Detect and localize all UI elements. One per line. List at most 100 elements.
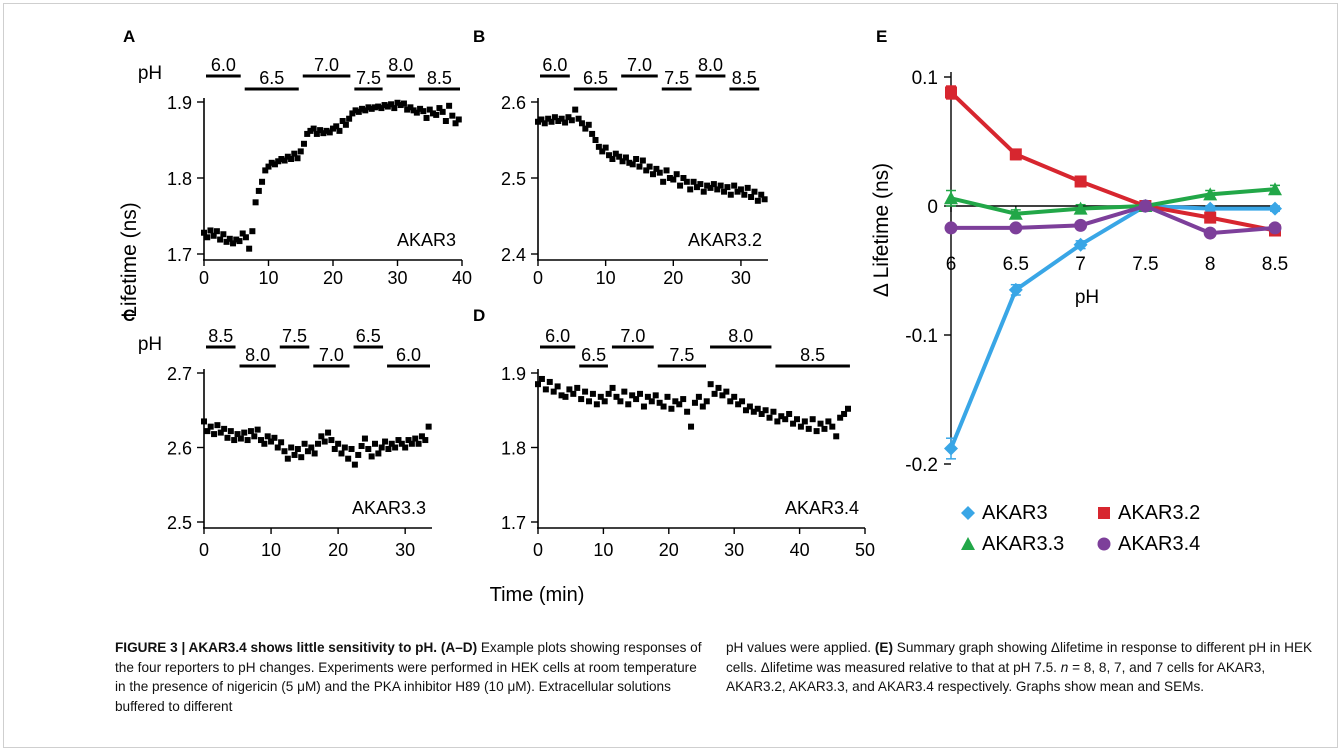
x-tick-label: 7: [1075, 254, 1086, 275]
data-point: [336, 127, 343, 134]
data-point: [352, 107, 359, 114]
data-point: [825, 418, 832, 425]
data-point: [321, 438, 328, 445]
x-axis-title-bottom: Time (min): [490, 584, 585, 606]
data-point: [586, 398, 593, 405]
ph-segment-label: 6.0: [211, 55, 236, 75]
y-axis-title: Δ Lifetime (ns): [870, 163, 893, 297]
data-point: [341, 444, 348, 451]
data-point: [404, 106, 411, 113]
data-point: [535, 118, 541, 125]
ph-segment-label: 8.5: [427, 68, 452, 88]
data-point: [833, 433, 840, 440]
data-point: [204, 428, 211, 435]
data-point: [566, 386, 573, 393]
marker-triangle: [1268, 182, 1282, 196]
marker-diamond: [961, 506, 975, 520]
series-akar3-3: [944, 182, 1282, 220]
panel-label: A: [123, 27, 135, 46]
data-point: [395, 437, 402, 444]
marker-diamond: [1008, 282, 1023, 297]
caption-right-text-1: pH values were applied.: [726, 640, 875, 655]
data-point: [297, 148, 304, 155]
x-tick-label: 0: [533, 540, 543, 560]
y-tick-label: 2.5: [167, 513, 192, 533]
data-point: [320, 130, 327, 137]
marker-square: [1204, 211, 1217, 224]
data-point: [538, 116, 545, 123]
data-point: [221, 425, 228, 432]
data-point: [425, 423, 432, 430]
data-point: [217, 236, 224, 243]
data-point: [731, 182, 738, 189]
data-point: [304, 130, 311, 137]
data-point: [570, 390, 577, 397]
data-point: [242, 234, 249, 241]
data-point: [801, 418, 808, 425]
data-point: [562, 393, 569, 400]
data-point: [284, 153, 291, 160]
data-point: [241, 429, 248, 436]
data-point: [751, 188, 758, 195]
marker-circle: [1138, 199, 1152, 213]
data-point: [727, 191, 734, 198]
marker-square: [1009, 148, 1022, 161]
data-point: [697, 181, 704, 188]
data-point: [677, 182, 684, 189]
caption-right-text-2: Summary graph showing Δlifetime in respo…: [726, 640, 1313, 675]
marker-triangle: [961, 537, 975, 550]
marker-triangle: [1203, 187, 1218, 201]
data-point: [550, 388, 557, 395]
data-point: [673, 171, 680, 178]
series-akar3: [944, 199, 1282, 460]
ph-row-label: pH: [138, 63, 162, 84]
data-point: [653, 165, 660, 172]
data-point: [207, 423, 214, 430]
legend-label: AKAR3: [982, 502, 1048, 524]
data-point: [558, 392, 565, 399]
data-point: [381, 102, 388, 109]
data-point: [333, 123, 340, 130]
data-point: [717, 182, 724, 189]
data-point: [597, 393, 604, 400]
x-tick-label: 50: [855, 540, 875, 560]
data-point: [575, 115, 582, 122]
series-akar3-4: [944, 199, 1282, 240]
data-point: [412, 435, 419, 442]
data-point: [688, 423, 695, 430]
y-tick-label: 1.8: [501, 439, 526, 459]
data-point: [375, 103, 382, 110]
caption-right-text-3: = 8, 8, 7, and 7 cells for AKAR3, AKAR3.…: [726, 659, 1266, 695]
data-point: [668, 405, 675, 412]
series-line: [950, 187, 1276, 216]
data-point: [384, 103, 391, 110]
data-point: [585, 121, 592, 128]
data-point: [335, 440, 342, 447]
panel-b: B 2.4 2.5 2.6 0 10 20 30 6.0 6.5 7.0 7.5 8.0 8.5 AKAR3…: [473, 27, 768, 288]
data-point: [433, 111, 440, 118]
data-point: [378, 444, 385, 451]
y-tick-label: 1.8: [167, 169, 192, 189]
data-point: [727, 398, 734, 405]
data-point: [786, 410, 793, 417]
data-point: [595, 143, 602, 150]
data-point: [666, 175, 673, 181]
series-line: [949, 91, 1276, 233]
y-tick-label: 1.7: [167, 245, 192, 265]
data-point: [805, 425, 812, 432]
y-tick-label: 1.7: [501, 513, 526, 533]
ph-segment-label: 7.0: [620, 326, 645, 346]
data-point: [249, 228, 256, 235]
data-point: [278, 156, 285, 162]
data-point: [737, 186, 744, 193]
data-point: [259, 178, 266, 185]
data-point: [417, 105, 424, 112]
data-point: [234, 431, 241, 438]
data-point: [700, 188, 707, 195]
data-point: [766, 414, 773, 421]
y-tick-label: 2.6: [167, 439, 192, 459]
data-point: [223, 238, 230, 245]
data-point: [683, 178, 690, 185]
panel-a: ApH 1.7 1.8 1.9 0 10 20 30 40 6.0 6.5 7.0 7.5 8.0 8.5 A…: [123, 27, 472, 288]
data-point: [268, 159, 275, 166]
